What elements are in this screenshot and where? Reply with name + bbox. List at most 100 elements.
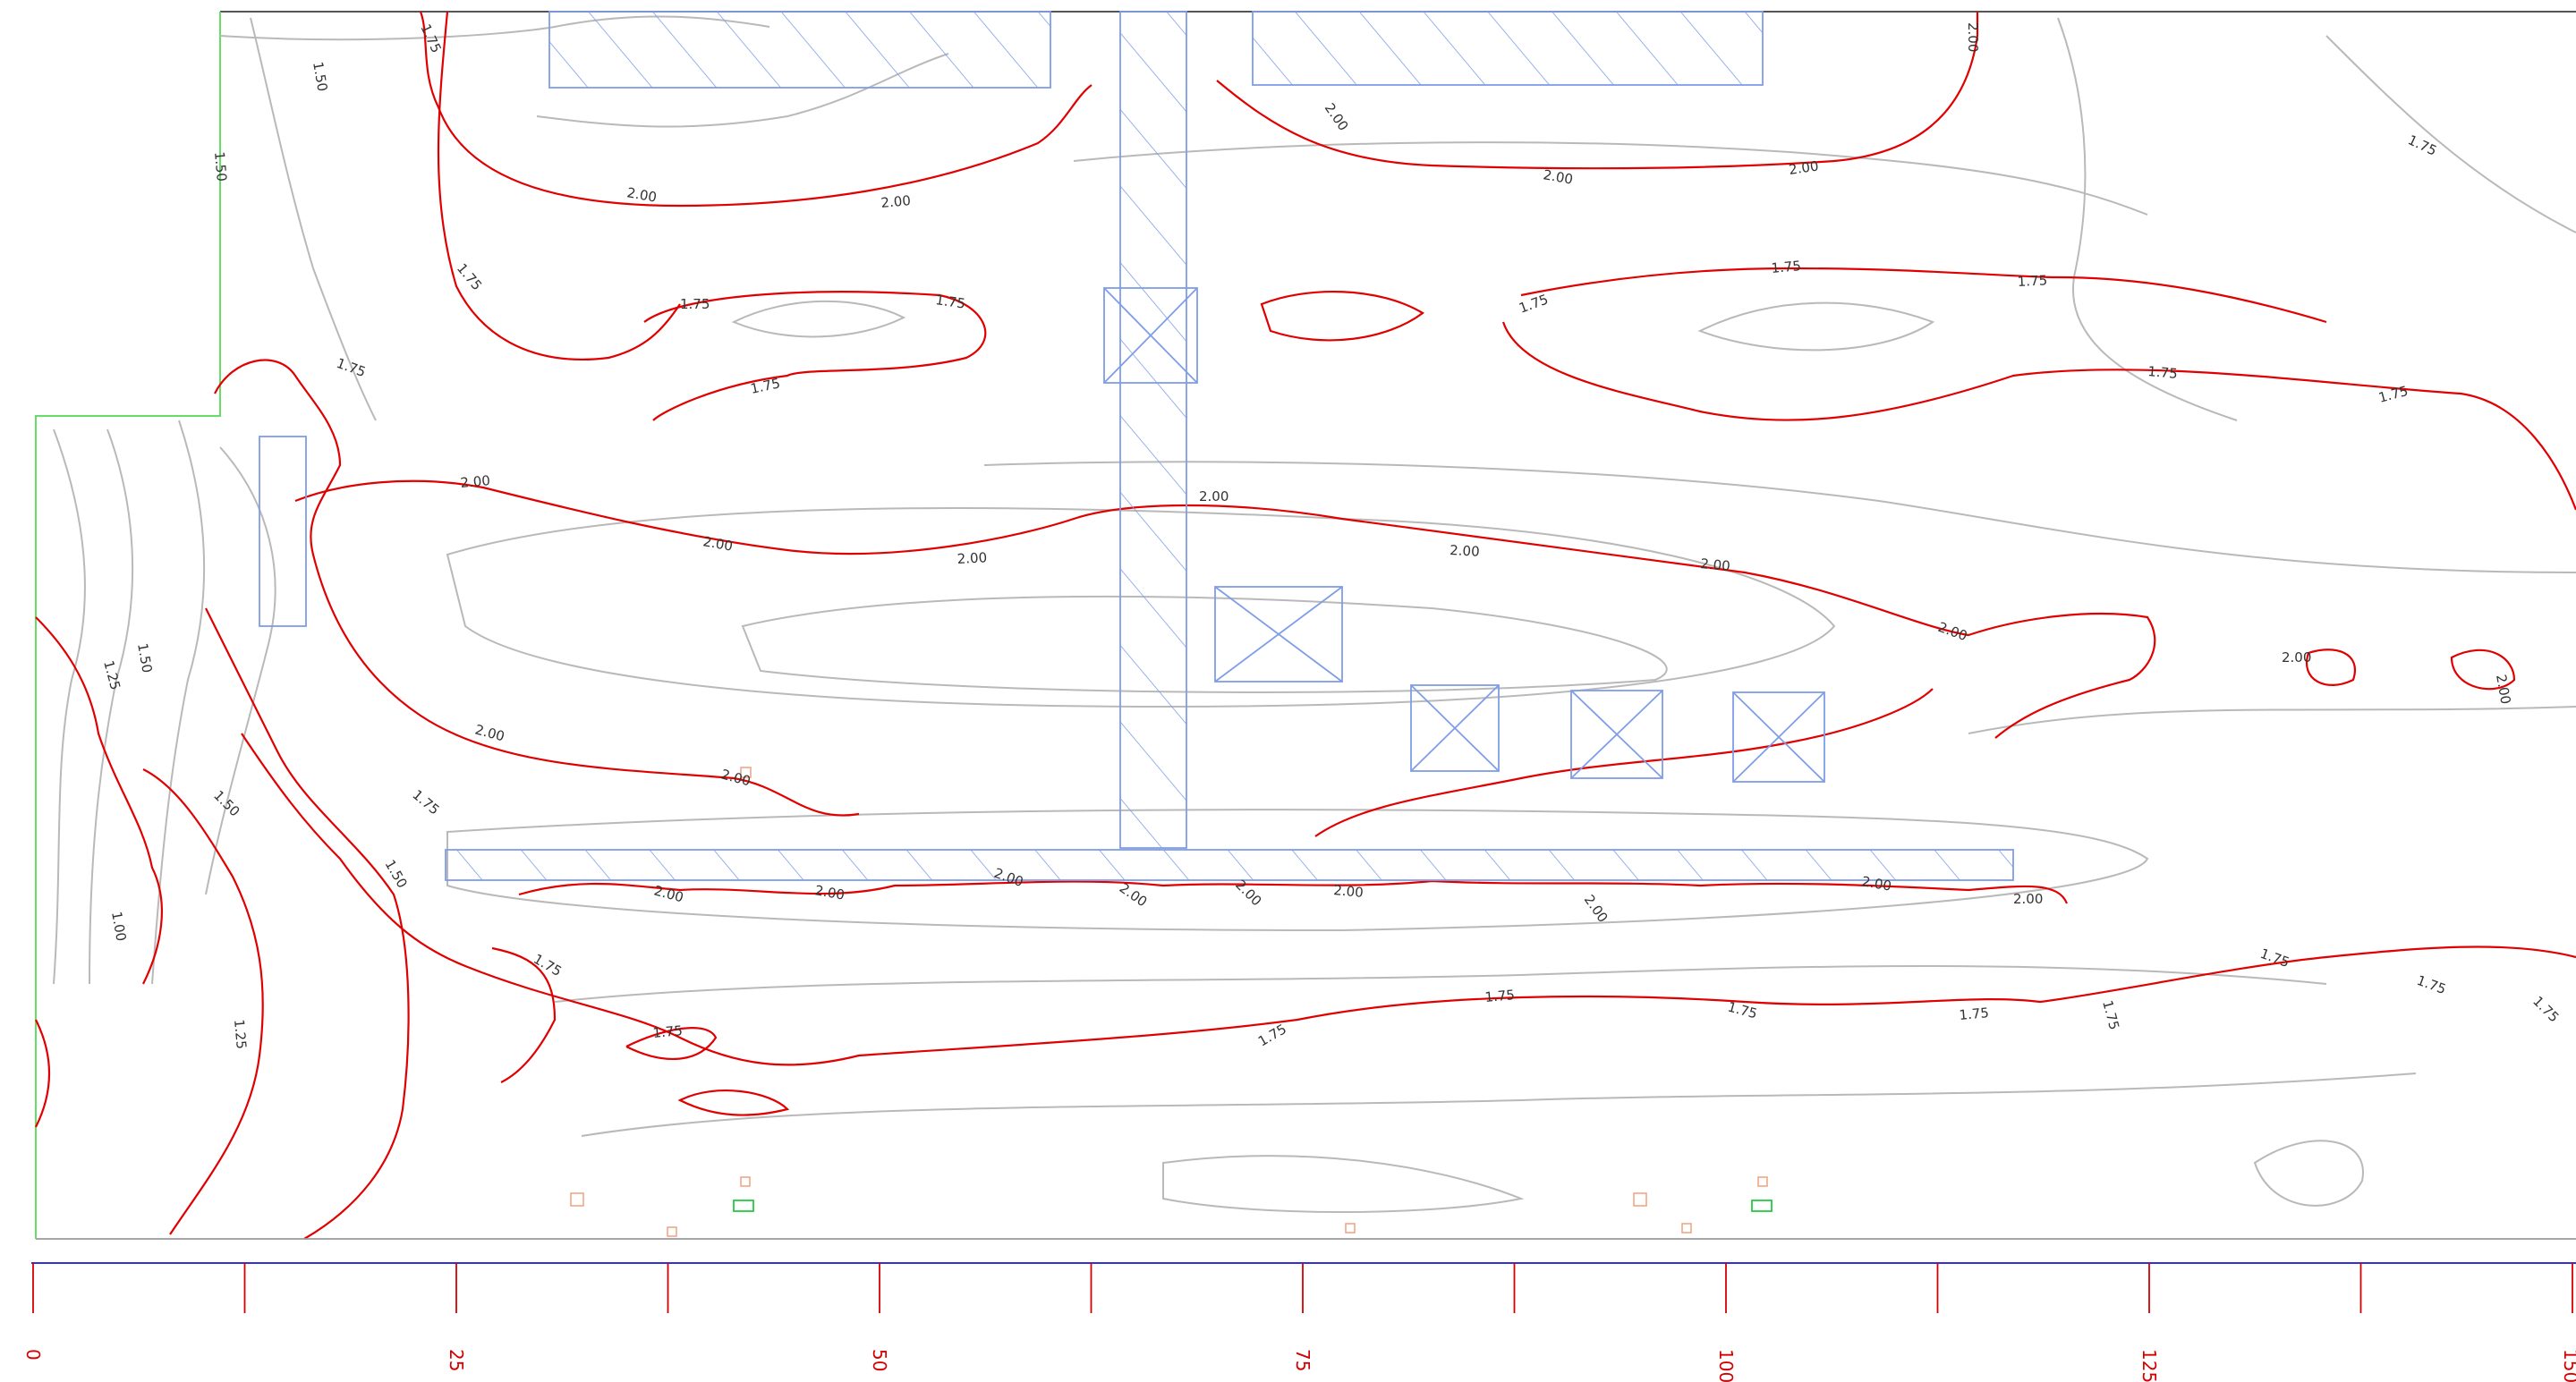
contour-label: 1.75 bbox=[531, 951, 565, 979]
contour-label: 1.50 bbox=[310, 61, 331, 93]
contour-label: 2.00 bbox=[956, 549, 987, 567]
axis-tick-label: 100 bbox=[1715, 1349, 1737, 1382]
axis-tick-label: 0 bbox=[22, 1349, 44, 1361]
minor-contour bbox=[731, 300, 906, 338]
major-contour bbox=[643, 291, 987, 421]
contour-label: 1.75 bbox=[2017, 272, 2047, 290]
contour-label: 2.00 bbox=[1333, 882, 1365, 901]
green-marker bbox=[1751, 1200, 1773, 1212]
major-contour bbox=[294, 479, 2156, 739]
major-contours bbox=[35, 11, 2576, 1240]
minor-contour bbox=[446, 507, 1836, 708]
contour-label: 1.75 bbox=[680, 296, 710, 312]
contour-label: 1.75 bbox=[2415, 972, 2449, 997]
axis-tick-label: 75 bbox=[1292, 1349, 1314, 1371]
contour-label: 2.00 bbox=[1542, 166, 1574, 188]
minor-contour bbox=[983, 461, 2576, 573]
pit-east-3 bbox=[1732, 691, 1825, 783]
site-markers bbox=[570, 767, 1773, 1237]
contour-label: 1.75 bbox=[2405, 131, 2439, 158]
contour-label: 1.75 bbox=[749, 375, 781, 397]
contour-label: 2.00 bbox=[460, 472, 491, 491]
contour-label: 1.75 bbox=[934, 292, 966, 311]
contour-label: 1.75 bbox=[652, 1022, 684, 1041]
major-contour bbox=[491, 946, 557, 1083]
minor-contour bbox=[446, 809, 2149, 932]
building-north-right bbox=[1252, 11, 1764, 86]
contour-label: 2.00 bbox=[1322, 100, 1352, 134]
contour-label: 2.00 bbox=[1860, 873, 1892, 894]
orange-marker bbox=[1345, 1223, 1356, 1234]
orange-marker bbox=[570, 1192, 584, 1207]
horizontal-corridor bbox=[445, 849, 2014, 881]
major-contour bbox=[35, 616, 163, 985]
axis-tick-label: 125 bbox=[2138, 1349, 2160, 1382]
minor-contours bbox=[53, 15, 2576, 1213]
minor-contour bbox=[151, 420, 206, 985]
contour-label: 2.00 bbox=[880, 192, 912, 211]
major-contour bbox=[419, 11, 1092, 208]
contour-label: 2.00 bbox=[2282, 649, 2311, 666]
pit-center bbox=[1214, 586, 1343, 683]
major-contour bbox=[625, 1027, 718, 1061]
minor-contour bbox=[581, 1073, 2417, 1137]
minor-contour bbox=[89, 428, 134, 985]
contour-label: 1.50 bbox=[210, 787, 242, 819]
orange-marker bbox=[1757, 1176, 1768, 1187]
contour-label: 1.50 bbox=[211, 151, 230, 182]
major-contour bbox=[241, 733, 2576, 1066]
contour-label: 1.00 bbox=[108, 911, 130, 943]
minor-contour bbox=[1162, 1155, 1525, 1213]
major-contour bbox=[35, 1019, 51, 1128]
major-contour bbox=[205, 607, 410, 1240]
contour-label: 2.00 bbox=[1788, 157, 1820, 177]
contour-label: 2.00 bbox=[701, 533, 734, 555]
minor-contour bbox=[205, 446, 276, 895]
contour-label: 1.50 bbox=[382, 857, 411, 891]
contour-label: 1.75 bbox=[409, 786, 442, 818]
pit-north bbox=[1103, 287, 1198, 384]
axis-tick-label: 25 bbox=[446, 1349, 467, 1371]
orange-marker bbox=[667, 1226, 677, 1237]
contour-label: 1.25 bbox=[231, 1019, 250, 1050]
pit-east-1 bbox=[1410, 684, 1500, 772]
minor-contour bbox=[554, 965, 2327, 1003]
contour-label: 1.75 bbox=[335, 355, 369, 380]
major-contour bbox=[2306, 649, 2356, 686]
building-north-left bbox=[548, 11, 1051, 89]
vertical-corridor bbox=[1119, 11, 1187, 849]
site-boundary bbox=[35, 12, 221, 1239]
major-contour bbox=[2450, 649, 2516, 691]
site-structures bbox=[259, 11, 2014, 881]
baseline-area: 0 25 50 75 100 125 150 bbox=[22, 1238, 2576, 1382]
orange-marker bbox=[1681, 1223, 1692, 1234]
green-marker bbox=[733, 1200, 754, 1212]
contour-label: 2.00 bbox=[719, 766, 752, 789]
contour-label: 1.75 bbox=[2147, 363, 2179, 382]
contour-label: 1.75 bbox=[1771, 258, 1802, 276]
pit-east-2 bbox=[1570, 690, 1663, 779]
axis-tick-labels: 0 25 50 75 100 125 150 bbox=[22, 1349, 2576, 1382]
major-contour bbox=[214, 359, 860, 817]
contour-label: 2.00 bbox=[652, 882, 685, 905]
contour-label: 2.00 bbox=[2493, 674, 2514, 706]
contour-label: 1.75 bbox=[2099, 998, 2122, 1031]
contour-label: 1.50 bbox=[134, 642, 156, 674]
contour-label: 2.00 bbox=[1965, 22, 1981, 52]
axis-tick-label: 50 bbox=[869, 1349, 890, 1371]
orange-marker bbox=[740, 1176, 751, 1187]
major-contour bbox=[1314, 688, 1934, 837]
orange-marker bbox=[1633, 1192, 1647, 1207]
contour-label: 2.00 bbox=[813, 882, 846, 903]
major-contour bbox=[142, 768, 264, 1235]
minor-contour bbox=[741, 595, 1668, 693]
axis-ticks bbox=[32, 1263, 2573, 1313]
minor-contour bbox=[1697, 301, 1935, 352]
minor-contour bbox=[1968, 706, 2576, 734]
major-contour bbox=[677, 1089, 790, 1116]
major-contour bbox=[437, 11, 681, 360]
contour-label: 2.00 bbox=[625, 184, 658, 206]
west-structure bbox=[259, 436, 307, 627]
minor-contour bbox=[2325, 35, 2576, 233]
